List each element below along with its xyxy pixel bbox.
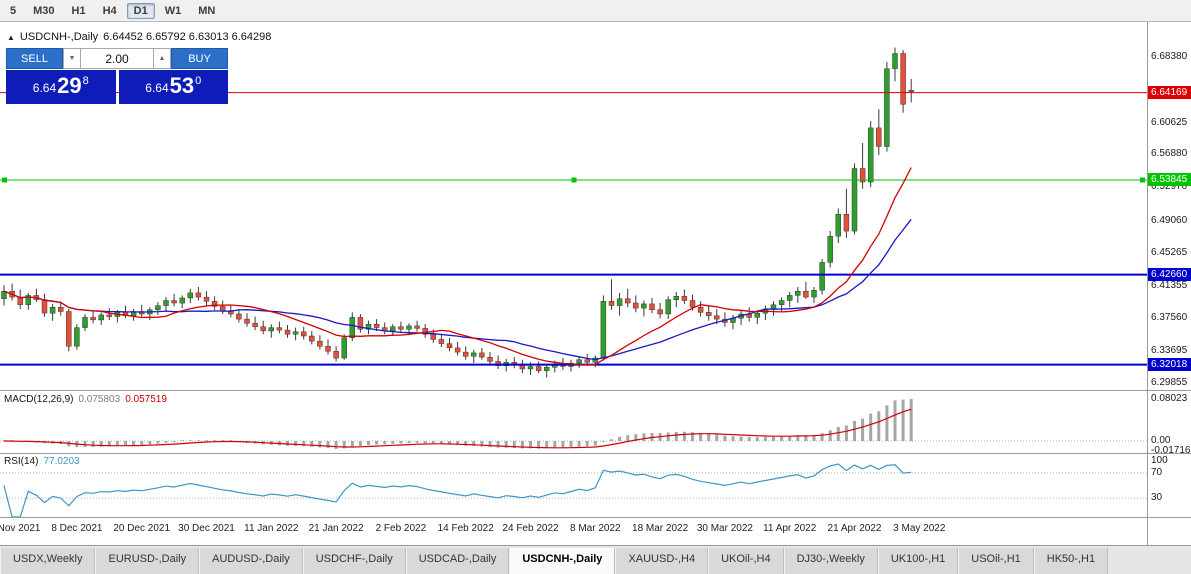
macd-tick-label: 0.00 xyxy=(1151,435,1171,446)
price-level-badge: 6.42660 xyxy=(1148,267,1191,281)
macd-tick-label: -0.01716 xyxy=(1151,445,1191,457)
macd-label: MACD(12,26,9) 0.075803 0.057519 xyxy=(4,394,167,405)
chart-tab-usdx-weekly[interactable]: USDX,Weekly xyxy=(0,548,96,574)
price-tick-label: 6.41355 xyxy=(1151,279,1188,291)
rsi-name: RSI(14) xyxy=(4,456,39,467)
chart-tab-eurusd-daily[interactable]: EURUSD-,Daily xyxy=(95,548,200,574)
timeframe-button-h4[interactable]: H4 xyxy=(102,4,117,17)
sell-price-pips: 29 xyxy=(57,73,82,98)
buy-price-display[interactable]: 6.64 53 0 xyxy=(118,70,228,104)
timeframe-button-d1[interactable]: D1 xyxy=(126,2,155,19)
rsi-tick-label: 70 xyxy=(1151,466,1163,478)
chart-ohlc-values: 6.64452 6.65792 6.63013 6.64298 xyxy=(103,31,272,43)
chart-tab-usdchf-daily[interactable]: USDCHF-,Daily xyxy=(302,548,406,574)
chart-tab-usoil-h1[interactable]: USOil-,H1 xyxy=(958,548,1034,574)
price-tick-label: 6.60625 xyxy=(1151,116,1188,128)
sell-button[interactable]: SELL xyxy=(6,48,63,69)
date-label: 2 Feb 2022 xyxy=(375,523,427,534)
sell-price-fraction: 8 xyxy=(82,75,89,87)
date-label: 11 Apr 2022 xyxy=(763,523,817,534)
rsi-tick-label: 30 xyxy=(1151,492,1163,504)
date-label: 11 Jan 2022 xyxy=(244,523,299,534)
price-tick-label: 6.56880 xyxy=(1151,148,1188,160)
volume-input[interactable]: 2.00 xyxy=(81,48,153,69)
price-level-badge: 6.64169 xyxy=(1148,85,1191,99)
chevron-down-icon: ▼ xyxy=(68,55,76,62)
price-level-badge: 6.32018 xyxy=(1148,357,1191,371)
timeframe-button-mn[interactable]: MN xyxy=(198,4,216,17)
rsi-label: RSI(14) 77.0203 xyxy=(4,456,80,467)
buy-price-prefix: 6.64 xyxy=(145,81,169,95)
volume-decrease-button[interactable]: ▼ xyxy=(63,48,81,69)
pane-separator[interactable] xyxy=(0,517,1191,518)
date-label: 24 Feb 2022 xyxy=(502,523,559,534)
date-label: 20 Dec 2021 xyxy=(113,523,171,534)
timeframe-toolbar: 5 M30 H1 H4 D1 W1 MN xyxy=(0,0,1191,22)
rsi-indicator-pane[interactable]: RSI(14) 77.0203 xyxy=(0,454,1147,517)
chart-tab-xauusd-h4[interactable]: XAUUSD-,H4 xyxy=(615,548,709,574)
chart-tab-dj30-weekly[interactable]: DJ30-,Weekly xyxy=(783,548,878,574)
date-label: 21 Apr 2022 xyxy=(827,523,882,534)
date-label: 18 Mar 2022 xyxy=(632,523,689,534)
price-tick-label: 6.29855 xyxy=(1151,376,1188,388)
price-tick-label: 6.45265 xyxy=(1151,246,1188,258)
macd-name: MACD(12,26,9) xyxy=(4,394,74,405)
macd-main-value: 0.075803 xyxy=(78,394,121,405)
chart-tab-hk50-h1[interactable]: HK50-,H1 xyxy=(1033,548,1109,574)
macd-tick-label: 0.08023 xyxy=(1151,393,1188,404)
chart-symbol-label: USDCNH-,Daily xyxy=(19,31,99,43)
macd-chart[interactable] xyxy=(0,392,1147,453)
buy-button[interactable]: BUY xyxy=(171,48,228,69)
date-label: 14 Feb 2022 xyxy=(437,523,494,534)
macd-indicator-pane[interactable]: MACD(12,26,9) 0.075803 0.057519 xyxy=(0,392,1147,453)
rsi-chart[interactable] xyxy=(0,454,1147,517)
sell-price-display[interactable]: 6.64 29 8 xyxy=(6,70,116,104)
sell-price-prefix: 6.64 xyxy=(32,81,57,95)
chart-tab-usdcnh-daily[interactable]: USDCNH-,Daily xyxy=(509,548,616,574)
price-tick-label: 6.52970 xyxy=(1151,181,1188,193)
price-tick-label: 6.37560 xyxy=(1151,311,1188,323)
time-axis[interactable]: 26 Nov 2021 8 Dec 2021 20 Dec 2021 30 Dec 2… xyxy=(0,518,1147,545)
price-axis[interactable]: 6.68380 6.60625 6.56880 6.52970 6.49060 6.452… xyxy=(1147,22,1191,545)
pane-separator[interactable] xyxy=(0,453,1191,454)
timeframe-button-5[interactable]: 5 xyxy=(10,4,17,17)
chart-title: ▲ USDCNH-,Daily 6.64452 6.65792 6.63013 … xyxy=(7,31,271,43)
price-level-badge: 6.53845 xyxy=(1148,173,1191,186)
date-label: 8 Dec 2021 xyxy=(51,523,103,534)
candlestick-chart[interactable] xyxy=(0,22,1147,390)
price-tick-label: 6.49060 xyxy=(1151,214,1188,226)
buy-price-pips: 53 xyxy=(169,73,195,98)
pane-separator[interactable] xyxy=(0,390,1191,391)
timeframe-button-w1[interactable]: W1 xyxy=(164,4,182,17)
chevron-up-icon: ▲ xyxy=(158,55,166,62)
chart-tab-uk100-h1[interactable]: UK100-,H1 xyxy=(877,548,959,574)
date-label: 26 Nov 2021 xyxy=(0,523,41,534)
date-label: 3 May 2022 xyxy=(893,523,946,534)
chart-tab-usdcad-daily[interactable]: USDCAD-,Daily xyxy=(405,548,510,574)
buy-price-fraction: 0 xyxy=(195,75,202,87)
price-tick-label: 6.33695 xyxy=(1151,344,1188,356)
rsi-tick-label: 100 xyxy=(1151,455,1168,466)
one-click-trade-widget: SELL ▼ 2.00 ▲ BUY 6.64 29 8 6.64 53 0 xyxy=(6,48,228,104)
timeframe-button-m30[interactable]: M30 xyxy=(33,4,55,17)
price-tick-label: 6.68380 xyxy=(1151,51,1188,62)
date-label: 30 Dec 2021 xyxy=(178,523,235,534)
chart-tab-bar: USDX,Weekly EURUSD-,Daily AUDUSD-,Daily USD… xyxy=(0,545,1191,574)
symbol-marker-icon: ▲ xyxy=(7,32,15,42)
macd-signal-value: 0.057519 xyxy=(125,394,167,405)
chart-tab-ukoil-h4[interactable]: UKOil-,H4 xyxy=(708,548,784,574)
volume-increase-button[interactable]: ▲ xyxy=(153,48,171,69)
date-label: 21 Jan 2022 xyxy=(308,523,364,534)
date-label: 30 Mar 2022 xyxy=(696,523,753,534)
chart-tab-audusd-daily[interactable]: AUDUSD-,Daily xyxy=(199,548,303,574)
price-chart-pane[interactable]: ▲ USDCNH-,Daily 6.64452 6.65792 6.63013 … xyxy=(0,22,1147,390)
rsi-value: 77.0203 xyxy=(43,456,80,467)
date-label: 8 Mar 2022 xyxy=(570,523,621,534)
timeframe-button-h1[interactable]: H1 xyxy=(71,4,86,17)
